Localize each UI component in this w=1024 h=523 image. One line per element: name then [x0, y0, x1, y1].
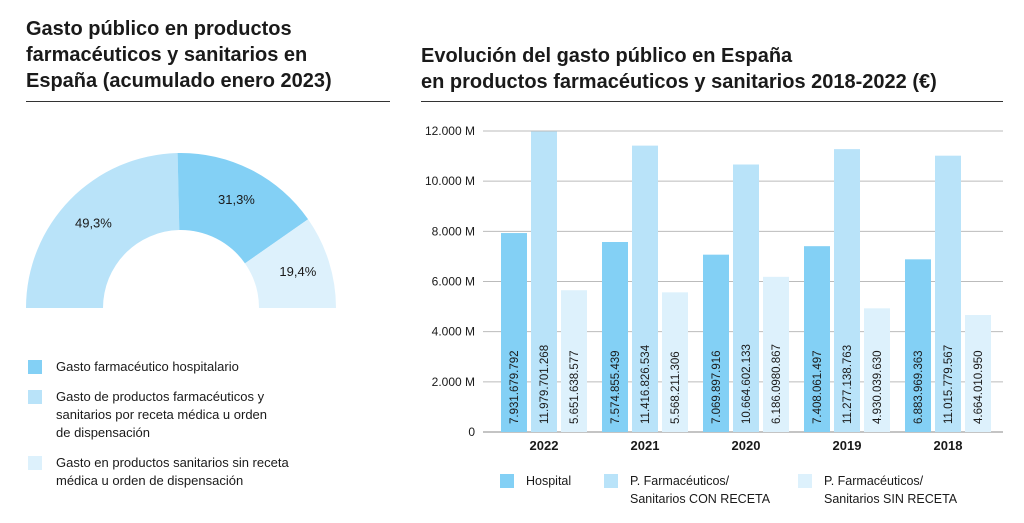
x-tick-label-2020: 2020	[732, 438, 761, 453]
bar-value-label: 4.930.039.630	[872, 350, 884, 424]
bar-value-label: 6.186.0980.867	[771, 344, 783, 424]
y-tick-label-2: 4.000 M	[432, 325, 475, 339]
donut-slice-label-0: 49,3%	[75, 215, 112, 230]
bar-value-label: 5.651.638.577	[569, 350, 581, 424]
legend-swatch	[500, 474, 514, 488]
legend-swatch	[28, 456, 42, 470]
bar-2019-2	[864, 308, 890, 432]
bar-value-label: 4.664.010.950	[973, 350, 985, 424]
bar-2020-2	[763, 276, 789, 432]
legend-label: Hospital	[526, 474, 572, 488]
bar-value-label: 10.664.602.133	[741, 344, 753, 424]
bar-value-label: 11.015.779.567	[943, 345, 955, 424]
bar-value-label: 7.408.061.497	[812, 350, 824, 424]
legend-label: Gasto en productos sanitarios sin receta…	[56, 455, 289, 488]
bar-2020-0	[703, 254, 729, 432]
bar-2022-1	[531, 131, 557, 432]
donut-slice-1	[177, 153, 309, 264]
legend-swatch	[28, 390, 42, 404]
y-tick-label-1: 2.000 M	[432, 375, 475, 389]
bar-2018-0	[905, 259, 931, 432]
legend-label: P. Farmacéuticos/ Sanitarios CON RECETA	[630, 474, 771, 506]
bar-value-label: 11.277.138.763	[842, 345, 854, 424]
y-tick-label-4: 8.000 M	[432, 224, 475, 238]
bar-2021-0	[602, 241, 628, 432]
y-tick-label-5: 10.000 M	[425, 174, 475, 188]
bar-2018-1	[935, 155, 961, 432]
bar-2022-2	[561, 290, 587, 432]
x-tick-label-2019: 2019	[833, 438, 862, 453]
x-tick-label-2022: 2022	[530, 438, 559, 453]
donut-slice-label-2: 19,4%	[279, 264, 316, 279]
y-tick-label-6: 12.000 M	[425, 124, 475, 138]
bar-2018-2	[965, 315, 991, 432]
bar-2021-2	[662, 292, 688, 432]
legend-swatch	[798, 474, 812, 488]
bar-value-label: 6.883.969.363	[913, 350, 925, 424]
bar-2019-0	[804, 246, 830, 432]
legend-label: P. Farmacéuticos/ Sanitarios SIN RECETA	[824, 474, 958, 506]
y-tick-label-3: 6.000 M	[432, 275, 475, 289]
legend-swatch	[28, 360, 42, 374]
right-title-rule	[421, 101, 1003, 102]
left-title-rule	[26, 101, 390, 102]
bar-2021-1	[632, 145, 658, 432]
bar-chart-title: Evolución del gasto público en España en…	[421, 45, 937, 93]
bar-2022-0	[501, 233, 527, 432]
bar-2019-1	[834, 149, 860, 432]
donut-slice-label-1: 31,3%	[218, 192, 255, 207]
bar-value-label: 7.574.855.439	[610, 350, 622, 424]
donut-slice-2	[244, 219, 336, 308]
bar-value-label: 5.568.211.306	[670, 351, 682, 424]
bar-value-label: 11.416.826.534	[640, 344, 652, 424]
bar-2020-1	[733, 164, 759, 433]
x-tick-label-2021: 2021	[631, 438, 660, 453]
x-tick-label-2018: 2018	[934, 438, 963, 453]
legend-label: Gasto de productos farmacéuticos y sanit…	[56, 389, 268, 440]
bar-value-label: 7.931.679.792	[509, 350, 521, 424]
bar-value-label: 7.069.897.916	[711, 350, 723, 424]
donut-chart-title: Gasto público en productos farmacéuticos…	[26, 18, 332, 92]
donut-slice-0	[26, 153, 180, 308]
legend-label: Gasto farmacéutico hospitalario	[56, 359, 239, 374]
bar-value-label: 11.979.701.268	[539, 345, 551, 424]
legend-swatch	[604, 474, 618, 488]
y-tick-label-0: 0	[468, 425, 475, 439]
